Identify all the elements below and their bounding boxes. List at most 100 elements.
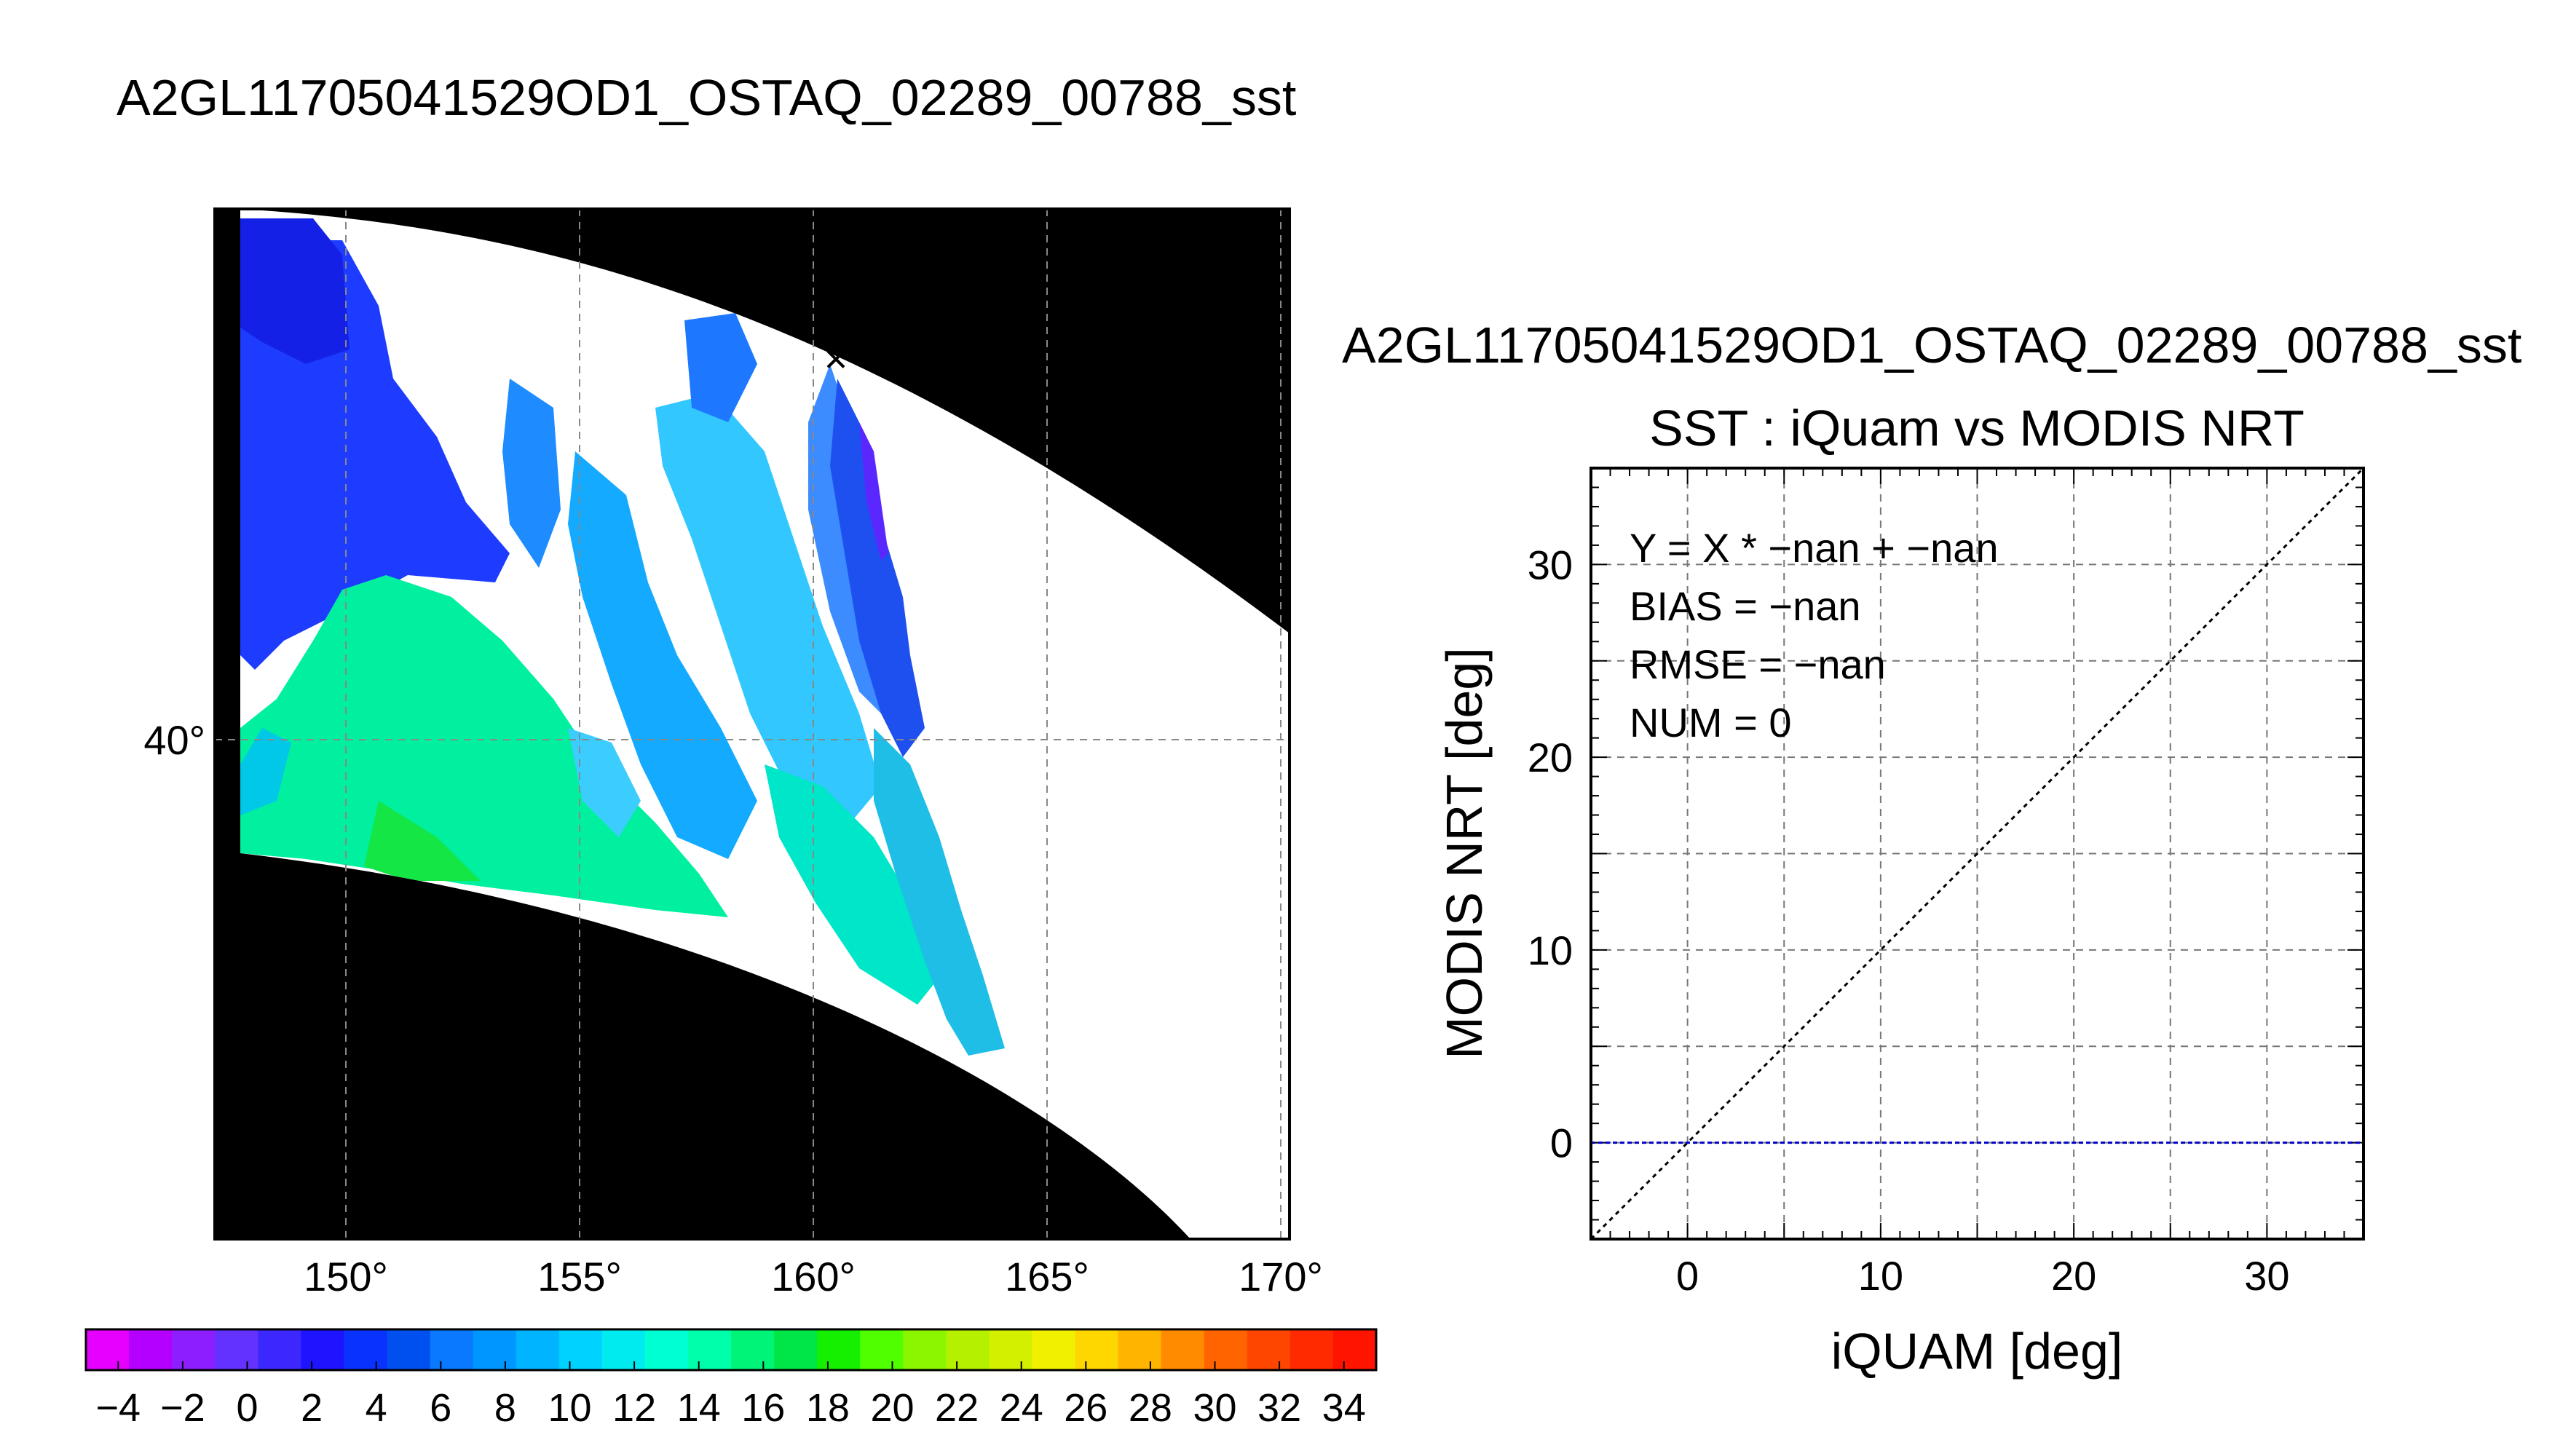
y-tick-label: 10 bbox=[1528, 927, 1573, 973]
sst-region-central-cyan bbox=[655, 393, 881, 830]
rmse-text: RMSE = −nan bbox=[1630, 641, 1886, 687]
colorbar-cell bbox=[1161, 1329, 1205, 1370]
colorbar-tick-label: 14 bbox=[677, 1386, 721, 1430]
bias-text: BIAS = −nan bbox=[1630, 583, 1861, 629]
colorbar-cell bbox=[1247, 1329, 1291, 1370]
sst-colorbar: −4 −2 0 2 4 6 8 10 12 14 16 18 20 22 24 26 28 30 32 34 bbox=[84, 1328, 1378, 1430]
colorbar-cell bbox=[989, 1329, 1032, 1370]
colorbar-cell bbox=[86, 1329, 130, 1370]
lon-tick-label-160: 160° bbox=[771, 1254, 856, 1299]
colorbar-tick-label: 16 bbox=[741, 1386, 785, 1430]
map-graticule bbox=[215, 209, 1290, 1239]
colorbar-cell bbox=[1332, 1329, 1377, 1370]
colorbar-tick-label: 2 bbox=[301, 1386, 323, 1430]
colorbar-cell bbox=[644, 1329, 689, 1370]
colorbar-tick-label: 32 bbox=[1257, 1386, 1301, 1430]
sst-region-mid-cyan-2 bbox=[568, 728, 641, 837]
colorbar-tick-label: 8 bbox=[494, 1386, 516, 1430]
x-tick-labels: 0 10 20 30 bbox=[1676, 1253, 2289, 1299]
colorbar-cell bbox=[516, 1329, 560, 1370]
colorbar-cell bbox=[387, 1329, 431, 1370]
colorbar-tick-label: 22 bbox=[935, 1386, 979, 1430]
colorbar-cell bbox=[1204, 1329, 1248, 1370]
match-location-marker: × bbox=[824, 336, 848, 381]
sst-region-warm-southwest bbox=[240, 575, 728, 917]
colorbar-cell bbox=[129, 1329, 173, 1370]
colorbar-tick-label: 6 bbox=[430, 1386, 451, 1430]
colorbar-cell bbox=[946, 1329, 990, 1370]
sst-retrievals bbox=[240, 218, 1005, 1056]
colorbar-tick-label: 30 bbox=[1193, 1386, 1236, 1430]
lon-tick-label-155: 155° bbox=[537, 1254, 622, 1299]
sst-region-central-green bbox=[765, 764, 947, 1005]
scatter-title: A2GL11705041529OD1_OSTAQ_02289_00788_sst bbox=[1342, 317, 2522, 373]
sst-swath-map: × 150° 155° 160° 165° 170° 40° bbox=[143, 207, 1323, 1299]
scatter-subtitle: SST : iQuam vs MODIS NRT bbox=[1649, 400, 2305, 456]
colorbar-tick-label: 34 bbox=[1322, 1386, 1366, 1430]
colorbar-cell bbox=[430, 1329, 474, 1370]
y-tick-label: 20 bbox=[1528, 735, 1573, 780]
sst-region-central-lightblue bbox=[568, 451, 757, 859]
colorbar-tick-labels: −4 −2 0 2 4 6 8 10 12 14 16 18 20 22 24 26 28 30 32 34 bbox=[96, 1361, 1366, 1430]
x-tick-label: 20 bbox=[2051, 1253, 2096, 1299]
colorbar-frame bbox=[84, 1328, 1378, 1372]
lat-tick-label-40: 40° bbox=[143, 717, 205, 763]
colorbar-cell bbox=[258, 1329, 301, 1370]
colorbar-cell bbox=[687, 1329, 732, 1370]
x-tick-label: 10 bbox=[1858, 1253, 1903, 1299]
colorbar-tick-label: 0 bbox=[236, 1386, 258, 1430]
colorbar-tick-label: −4 bbox=[96, 1386, 141, 1430]
colorbar-tick-label: 12 bbox=[612, 1386, 656, 1430]
sst-region-cyan-southwest bbox=[240, 728, 291, 815]
colorbar-cell bbox=[860, 1329, 904, 1370]
colorbar-cell bbox=[215, 1329, 258, 1370]
map-frame bbox=[213, 207, 1291, 1241]
sst-region-dark-blue-strip bbox=[240, 218, 350, 364]
scatter-panel: A2GL11705041529OD1_OSTAQ_02289_00788_sst… bbox=[1342, 317, 2522, 1380]
colorbar-cell bbox=[473, 1329, 517, 1370]
colorbar-cell bbox=[903, 1329, 947, 1370]
y-tick-label: 30 bbox=[1528, 542, 1573, 587]
y-tick-labels: 0 10 20 30 bbox=[1528, 542, 1573, 1166]
colorbar-cell bbox=[1290, 1329, 1334, 1370]
x-tick-label: 0 bbox=[1676, 1253, 1699, 1299]
colorbar-tick-label: 24 bbox=[1000, 1386, 1043, 1430]
identity-line bbox=[1590, 467, 2365, 1241]
colorbar-tick-label: 26 bbox=[1064, 1386, 1107, 1430]
colorbar-tick-label: 10 bbox=[548, 1386, 591, 1430]
colorbar-tick-label: 20 bbox=[870, 1386, 914, 1430]
colorbar-cell bbox=[301, 1329, 344, 1370]
y-tick-label: 0 bbox=[1550, 1120, 1573, 1166]
colorbar-cell bbox=[172, 1329, 216, 1370]
colorbar-cell bbox=[731, 1329, 775, 1370]
y-axis-label: MODIS NRT [deg] bbox=[1436, 647, 1493, 1059]
stats-annotations: Y = X * −nan + −nan BIAS = −nan RMSE = −… bbox=[1630, 525, 1999, 745]
count-text: NUM = 0 bbox=[1630, 700, 1792, 745]
colorbar-tick-label: 28 bbox=[1129, 1386, 1172, 1430]
colorbar-tick-label: 18 bbox=[806, 1386, 850, 1430]
colorbar-cell bbox=[1075, 1329, 1119, 1370]
lon-tick-label-150: 150° bbox=[304, 1254, 388, 1299]
map-longitude-labels: 150° 155° 160° 165° 170° bbox=[304, 1254, 1323, 1299]
colorbar-tick-label: 4 bbox=[366, 1386, 387, 1430]
fit-equation-text: Y = X * −nan + −nan bbox=[1630, 525, 1999, 571]
colorbar-cell bbox=[558, 1329, 603, 1370]
colorbar-cell bbox=[1118, 1329, 1162, 1370]
x-tick-label: 30 bbox=[2244, 1253, 2289, 1299]
colorbar-cell bbox=[774, 1329, 818, 1370]
sst-region-mid-lightblue bbox=[502, 379, 561, 568]
lon-tick-label-165: 165° bbox=[1005, 1254, 1089, 1299]
scatter-frame bbox=[1590, 467, 2365, 1241]
sst-region-north-blue bbox=[684, 313, 757, 422]
colorbar-cell bbox=[344, 1329, 387, 1370]
map-latitude-labels: 40° bbox=[143, 717, 205, 763]
map-title: A2GL11705041529OD1_OSTAQ_02289_00788_sst bbox=[117, 69, 1296, 126]
colorbar-tick-label: −2 bbox=[160, 1386, 205, 1430]
sst-region-southeast bbox=[874, 728, 1005, 1056]
colorbar-cell bbox=[1032, 1329, 1076, 1370]
colorbar-cell bbox=[601, 1329, 646, 1370]
sst-region-green-core bbox=[364, 801, 481, 881]
sst-region-east-edge-purple bbox=[859, 422, 888, 561]
lon-tick-label-170: 170° bbox=[1239, 1254, 1323, 1299]
